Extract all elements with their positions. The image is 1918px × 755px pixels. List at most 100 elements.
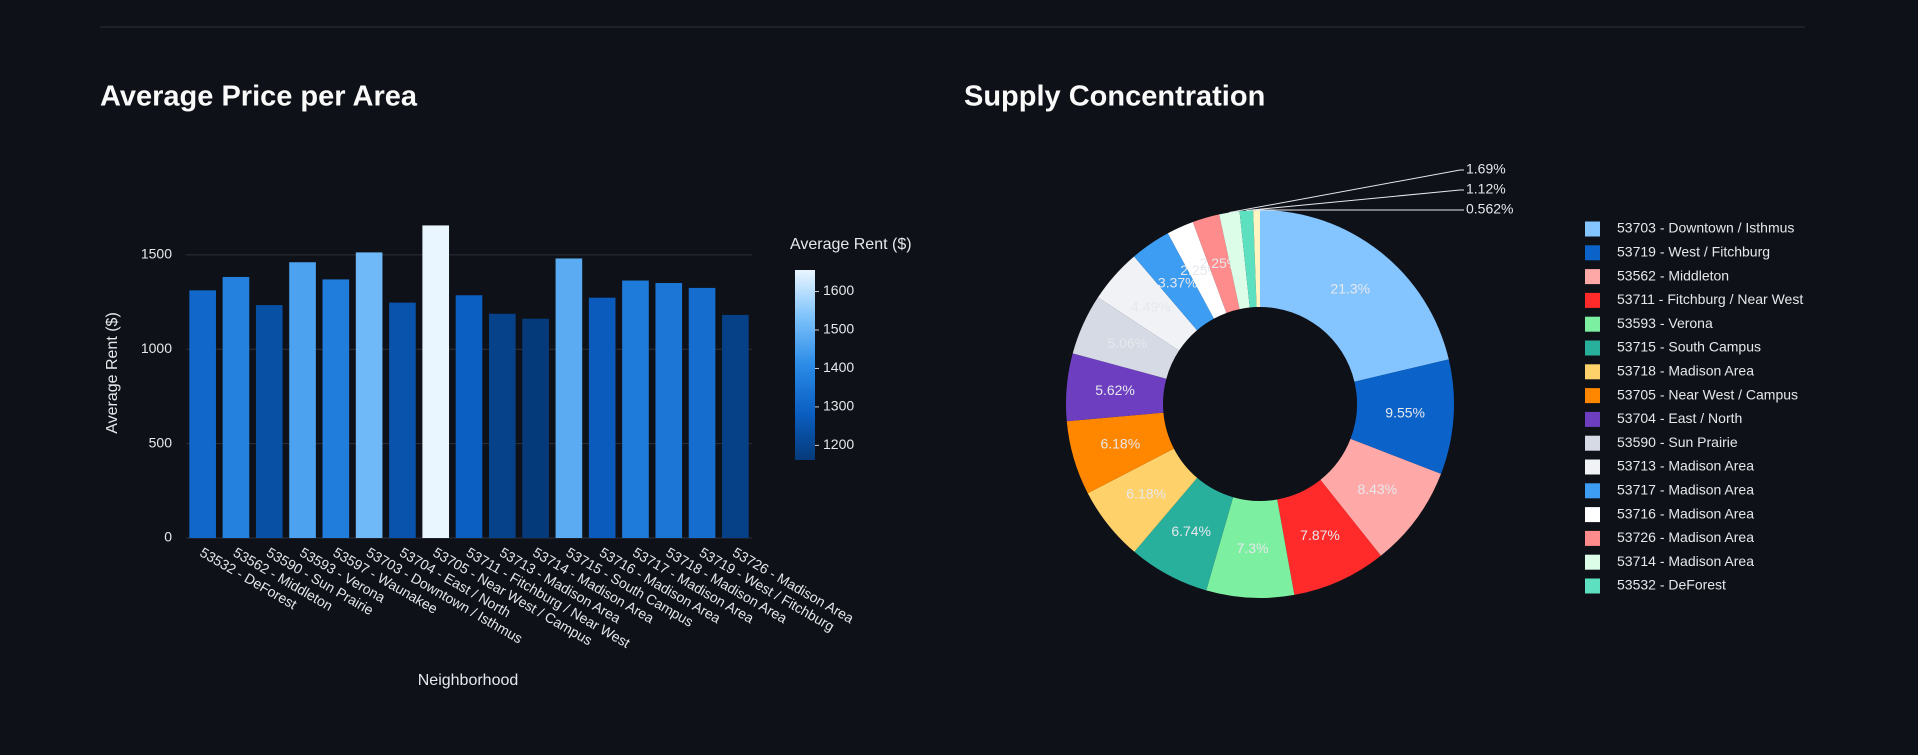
colorbar-tick-label: 1600 xyxy=(823,282,854,298)
pie-slice xyxy=(1219,211,1250,310)
legend-swatch xyxy=(1585,340,1600,356)
leader-line xyxy=(1229,169,1464,213)
bar xyxy=(722,314,749,538)
legend-label: 53717 - Madison Area xyxy=(1617,482,1754,498)
chart-title: Supply Concentration xyxy=(964,81,1265,113)
legend-label: 53593 - Verona xyxy=(1617,315,1713,331)
pie-slice xyxy=(1192,214,1240,313)
legend-swatch xyxy=(1585,578,1600,594)
slice-label: 7.87% xyxy=(1300,527,1340,543)
bar xyxy=(189,290,216,538)
colorbar-title: Average Rent ($) xyxy=(790,236,912,253)
bar xyxy=(222,276,250,538)
slice-label: 8.43% xyxy=(1357,481,1397,497)
legend-label: 53714 - Madison Area xyxy=(1617,553,1754,569)
colorbar-tick-label: 1400 xyxy=(823,359,854,375)
legend-swatch xyxy=(1585,364,1600,380)
legend-label: 53719 - West / Fitchburg xyxy=(1617,244,1770,260)
pie-slice xyxy=(1277,479,1381,595)
pie-slice xyxy=(1167,221,1227,319)
legend-swatch xyxy=(1585,388,1600,404)
legend-swatch xyxy=(1585,459,1600,475)
bar xyxy=(622,280,649,538)
pie-slice xyxy=(1253,210,1260,308)
pie-slice xyxy=(1066,353,1167,422)
pie-slice xyxy=(1134,233,1214,331)
bar xyxy=(655,282,683,538)
legend-swatch xyxy=(1585,269,1600,285)
y-tick-label: 500 xyxy=(149,434,173,450)
bar xyxy=(522,318,549,538)
legend-label: 53718 - Madison Area xyxy=(1617,363,1754,379)
legend-label: 53726 - Madison Area xyxy=(1617,529,1754,545)
legend-label: 53705 - Near West / Campus xyxy=(1617,386,1798,402)
pie-slice xyxy=(1097,256,1198,351)
pie-slice xyxy=(1206,497,1295,599)
bar xyxy=(355,252,383,539)
y-tick-label: 1000 xyxy=(141,340,172,356)
legend-label: 53716 - Madison Area xyxy=(1617,505,1754,521)
legend-label: 53703 - Downtown / Isthmus xyxy=(1617,220,1794,236)
legend-swatch xyxy=(1585,316,1600,332)
colorbar-tick-label: 1500 xyxy=(823,321,854,337)
bar xyxy=(588,297,616,538)
slice-label: 4.49% xyxy=(1131,298,1171,314)
pie-slice xyxy=(1350,359,1454,474)
legend-swatch xyxy=(1585,483,1600,499)
slice-label: 5.06% xyxy=(1107,335,1147,351)
slice-label: 6.18% xyxy=(1126,485,1166,501)
legend-swatch xyxy=(1585,292,1600,308)
legend-label: 53715 - South Campus xyxy=(1617,339,1761,355)
bar xyxy=(688,287,716,538)
legend-swatch xyxy=(1585,435,1600,451)
legend-swatch xyxy=(1585,507,1600,523)
legend-label: 53704 - East / North xyxy=(1617,410,1742,426)
bar xyxy=(488,313,516,538)
legend-swatch xyxy=(1585,554,1600,570)
legend-swatch xyxy=(1585,245,1600,261)
pie-slice xyxy=(1072,297,1179,379)
bar xyxy=(255,305,283,538)
y-axis-title: Average Rent ($) xyxy=(104,312,121,434)
colorbar-tick-label: 1200 xyxy=(823,436,854,452)
pie-slice xyxy=(1087,448,1198,552)
legend-label: 53711 - Fitchburg / Near West xyxy=(1617,291,1803,307)
slice-label: 9.55% xyxy=(1385,405,1425,421)
bar xyxy=(555,258,583,538)
bar xyxy=(322,279,350,538)
pie-slice xyxy=(1320,438,1441,556)
chart-title: Average Price per Area xyxy=(100,81,418,113)
legend-label: 53713 - Madison Area xyxy=(1617,458,1754,474)
bar xyxy=(289,262,316,538)
colorbar xyxy=(795,270,815,460)
legend-label: 53562 - Middleton xyxy=(1617,267,1729,283)
x-axis-title: Neighborhood xyxy=(418,672,519,689)
colorbar-tick-label: 1300 xyxy=(823,398,854,414)
legend-label: 53590 - Sun Prairie xyxy=(1617,434,1738,450)
legend-swatch xyxy=(1585,530,1600,546)
slice-label: 1.69% xyxy=(1466,161,1506,177)
pie-slice xyxy=(1239,210,1257,308)
pie-slice xyxy=(1066,412,1174,494)
slice-label: 7.3% xyxy=(1237,540,1269,556)
bar xyxy=(455,295,483,538)
slice-label: 5.62% xyxy=(1095,382,1135,398)
bar xyxy=(389,302,416,538)
bar xyxy=(422,225,450,538)
legend-swatch xyxy=(1585,411,1600,427)
slice-label: 3.37% xyxy=(1158,275,1198,291)
y-tick-label: 0 xyxy=(164,529,172,545)
slice-label: 21.3% xyxy=(1330,281,1370,297)
slice-label: 6.74% xyxy=(1171,523,1211,539)
y-tick-label: 1500 xyxy=(141,246,172,262)
legend-swatch xyxy=(1585,221,1600,237)
legend-label: 53532 - DeForest xyxy=(1617,577,1726,593)
slice-label: 1.12% xyxy=(1466,181,1506,197)
pie-slice xyxy=(1260,210,1449,382)
pie-slice xyxy=(1134,477,1234,591)
slice-label: 6.18% xyxy=(1100,435,1140,451)
leader-line xyxy=(1246,189,1464,211)
slice-label: 0.562% xyxy=(1466,201,1513,217)
